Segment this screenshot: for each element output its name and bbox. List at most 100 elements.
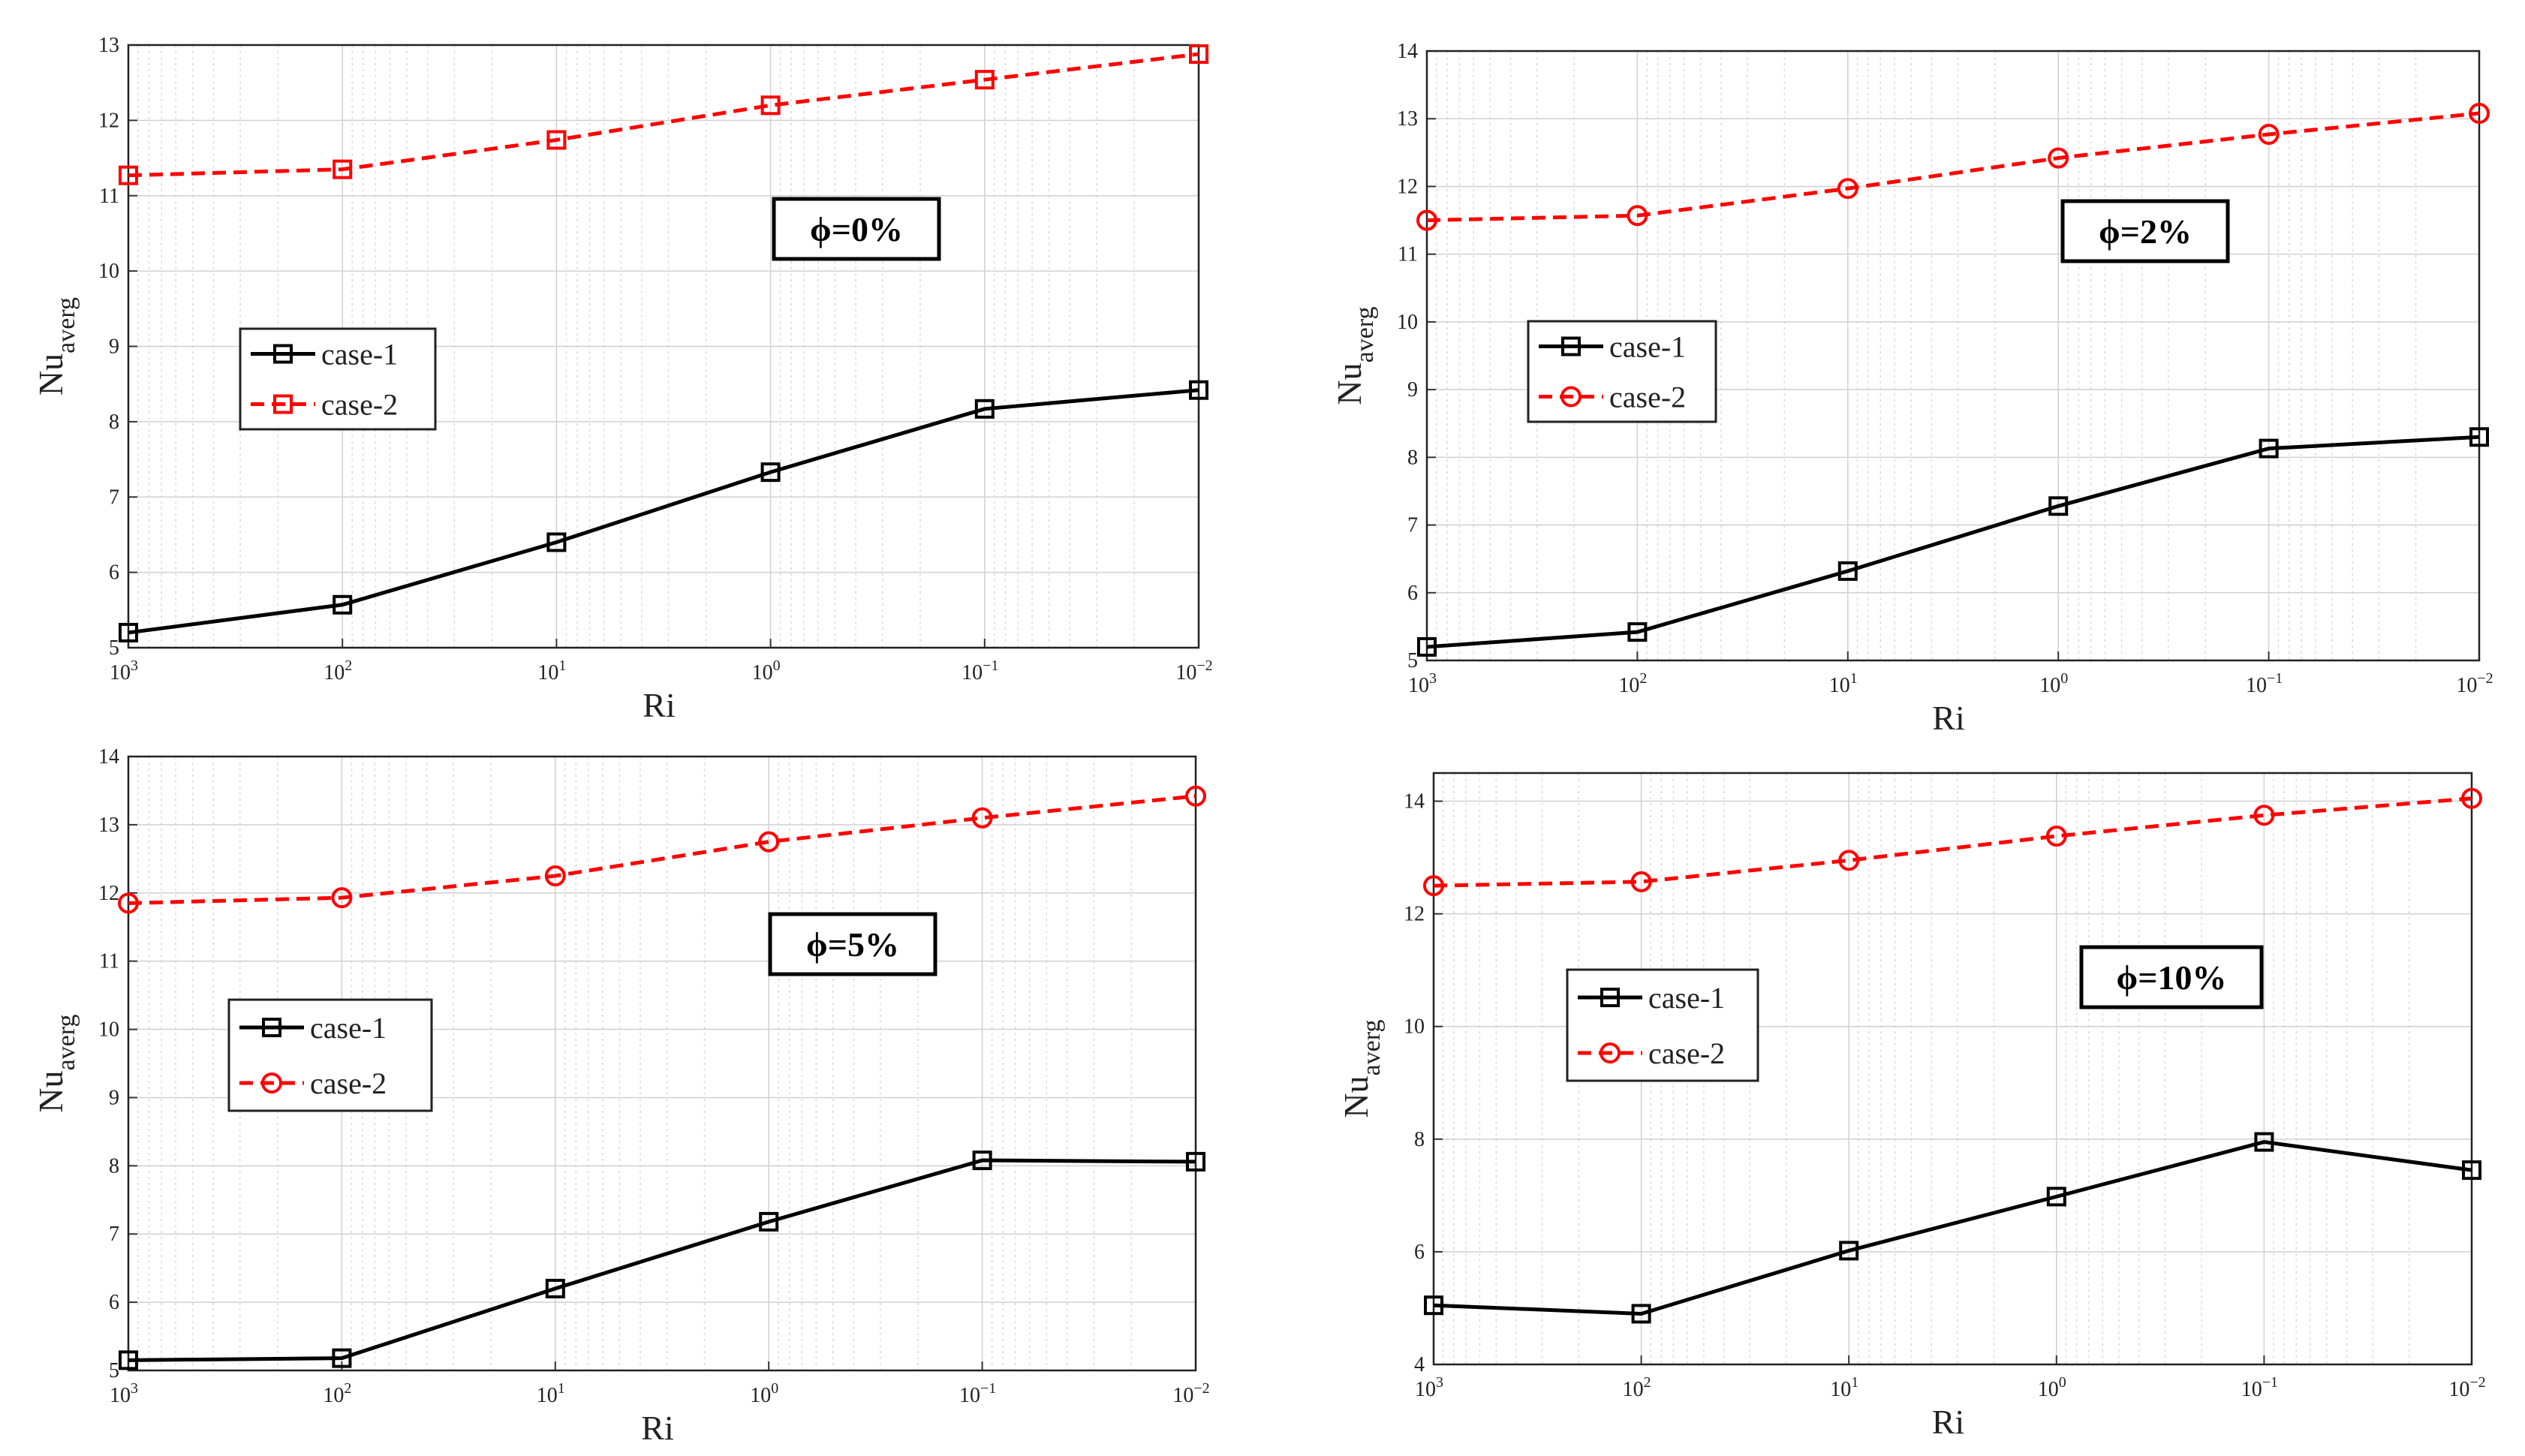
data-point-case-2	[758, 831, 780, 853]
data-point-case-2	[1185, 785, 1206, 807]
y-tick-label: 10	[98, 1018, 119, 1042]
y-tick-label: 11	[99, 185, 119, 208]
data-point-case-1	[760, 462, 781, 483]
annotation-label: ϕ=0%	[810, 210, 903, 248]
series-line-case-1	[1433, 1140, 2472, 1316]
data-point-case-1	[1627, 622, 1648, 642]
data-point-case-1	[2259, 438, 2279, 459]
y-tick-label: 5	[109, 1359, 119, 1382]
y-axis-label: Nuaverg	[32, 1014, 80, 1112]
data-point-case-1	[545, 1278, 565, 1298]
axes-box	[127, 755, 1197, 1372]
data-point-case-2	[546, 130, 567, 150]
x-tick-label: 10−1	[962, 657, 998, 684]
legend-marker-case-1	[1561, 336, 1581, 356]
x-axis-label: Ri	[1932, 1403, 1964, 1441]
y-tick-label: 7	[109, 1223, 119, 1246]
x-tick-label: 10−2	[1175, 657, 1212, 684]
data-point-case-1	[1631, 1304, 1651, 1324]
data-point-case-2	[974, 70, 995, 90]
y-tick-label: 5	[109, 636, 119, 660]
series-line-case-2	[128, 52, 1199, 178]
x-tick-label: 10−1	[2246, 670, 2283, 697]
legend-box	[1566, 968, 1759, 1082]
data-point-case-2	[1423, 875, 1444, 897]
data-point-case-1	[1186, 1151, 1205, 1172]
data-point-case-1	[1417, 636, 1437, 657]
y-axis-label: Nuaverg	[1337, 1019, 1386, 1118]
y-axis-label: Nuaverg	[1330, 306, 1379, 405]
data-point-case-2	[544, 865, 566, 887]
chart-panel-2: 103 102 101 100 10−1 10−2 5 6 7 8 9 10 11 12 13 14 Ri Nua…	[1330, 40, 2493, 737]
y-tick-label: 6	[1407, 582, 1418, 605]
legend-marker-case-1	[262, 1018, 281, 1037]
series-line-case-1	[1426, 435, 2480, 649]
axes-box	[127, 44, 1200, 649]
data-point-case-1	[972, 1151, 992, 1171]
chart-panel-4: 103 102 101 100 10−1 10−2 4 6 8 10 12 14 Ri Nuaverg ϕ=…	[1337, 772, 2486, 1441]
y-tick-label: 8	[1414, 1128, 1425, 1151]
x-tick-label: 10−1	[959, 1380, 996, 1407]
series-case-2	[119, 44, 1208, 185]
legend-marker-case-2	[273, 394, 293, 414]
x-tick-label: 102	[323, 1380, 351, 1407]
y-tick-label: 13	[98, 814, 119, 837]
y-tick-label: 13	[1397, 107, 1418, 131]
x-tick-label: 10−2	[2448, 1374, 2485, 1401]
data-point-case-1	[332, 1348, 352, 1368]
annotation-label: ϕ=10%	[2117, 958, 2227, 997]
legend-label-case-1: case-1	[310, 1011, 387, 1045]
legend-label-case-2: case-2	[310, 1066, 387, 1100]
x-tick-label: 100	[2039, 670, 2068, 697]
series-case-2	[1423, 787, 2482, 897]
annotation-label: ϕ=2%	[2099, 212, 2192, 251]
annotation-box	[2060, 199, 2230, 263]
y-tick-label: 4	[1414, 1353, 1425, 1376]
data-point-case-2	[2253, 805, 2275, 826]
y-tick-label: 14	[1397, 40, 1418, 63]
x-tick-label: 101	[1829, 670, 1858, 697]
axes-box	[1425, 50, 2481, 662]
legend-box	[1527, 320, 1717, 423]
x-tick-label: 103	[110, 1380, 138, 1407]
x-tick-label: 101	[537, 657, 566, 684]
x-tick-label: 102	[1618, 670, 1647, 697]
data-point-case-1	[2469, 427, 2489, 447]
legend-box	[239, 327, 437, 431]
x-tick-label: 10−1	[2241, 1374, 2278, 1401]
y-tick-label: 14	[98, 745, 119, 769]
series-line-case-2	[128, 794, 1196, 905]
data-point-case-2	[971, 807, 993, 829]
y-tick-label: 8	[109, 411, 119, 434]
x-tick-label: 10−2	[2456, 670, 2493, 697]
chart-panel-1: 103 102 101 100 10−1 10−2 5 6 7 8 9 10 11 12 13 Ri Nuave…	[32, 34, 1213, 724]
series-line-case-2	[1426, 111, 2480, 223]
data-point-case-2	[2469, 103, 2490, 125]
y-tick-label: 10	[1404, 1015, 1425, 1039]
data-point-case-2	[331, 887, 353, 909]
data-point-case-2	[1837, 178, 1858, 200]
data-point-case-1	[333, 594, 353, 615]
data-point-case-1	[2046, 1187, 2066, 1207]
legend-marker-case-1	[1600, 988, 1620, 1007]
x-tick-label: 10−2	[1172, 1380, 1209, 1407]
y-tick-label: 11	[1398, 243, 1418, 266]
y-tick-label: 8	[1407, 446, 1418, 469]
y-tick-label: 7	[1407, 514, 1418, 537]
y-tick-label: 12	[1404, 903, 1425, 926]
x-tick-label: 100	[2038, 1374, 2066, 1401]
legend-label-case-1: case-1	[1609, 330, 1686, 364]
series-case-1	[1424, 1132, 2481, 1324]
x-axis-label: Ri	[1932, 699, 1964, 737]
legend-label-case-2: case-2	[1648, 1036, 1725, 1070]
y-tick-label: 10	[98, 260, 119, 283]
data-point-case-2	[1630, 871, 1652, 892]
y-tick-label: 6	[109, 1291, 119, 1314]
data-point-case-1	[1839, 1241, 1859, 1261]
y-tick-label: 5	[1407, 649, 1418, 672]
annotation-box	[772, 197, 941, 261]
y-tick-label: 7	[109, 486, 119, 509]
chart-panel-3: 103 102 101 100 10−1 10−2 5 6 7 8 9 10 11 12 13 14 Ri Nua…	[32, 745, 1210, 1447]
legend: case-1 case-2	[1527, 320, 1717, 423]
